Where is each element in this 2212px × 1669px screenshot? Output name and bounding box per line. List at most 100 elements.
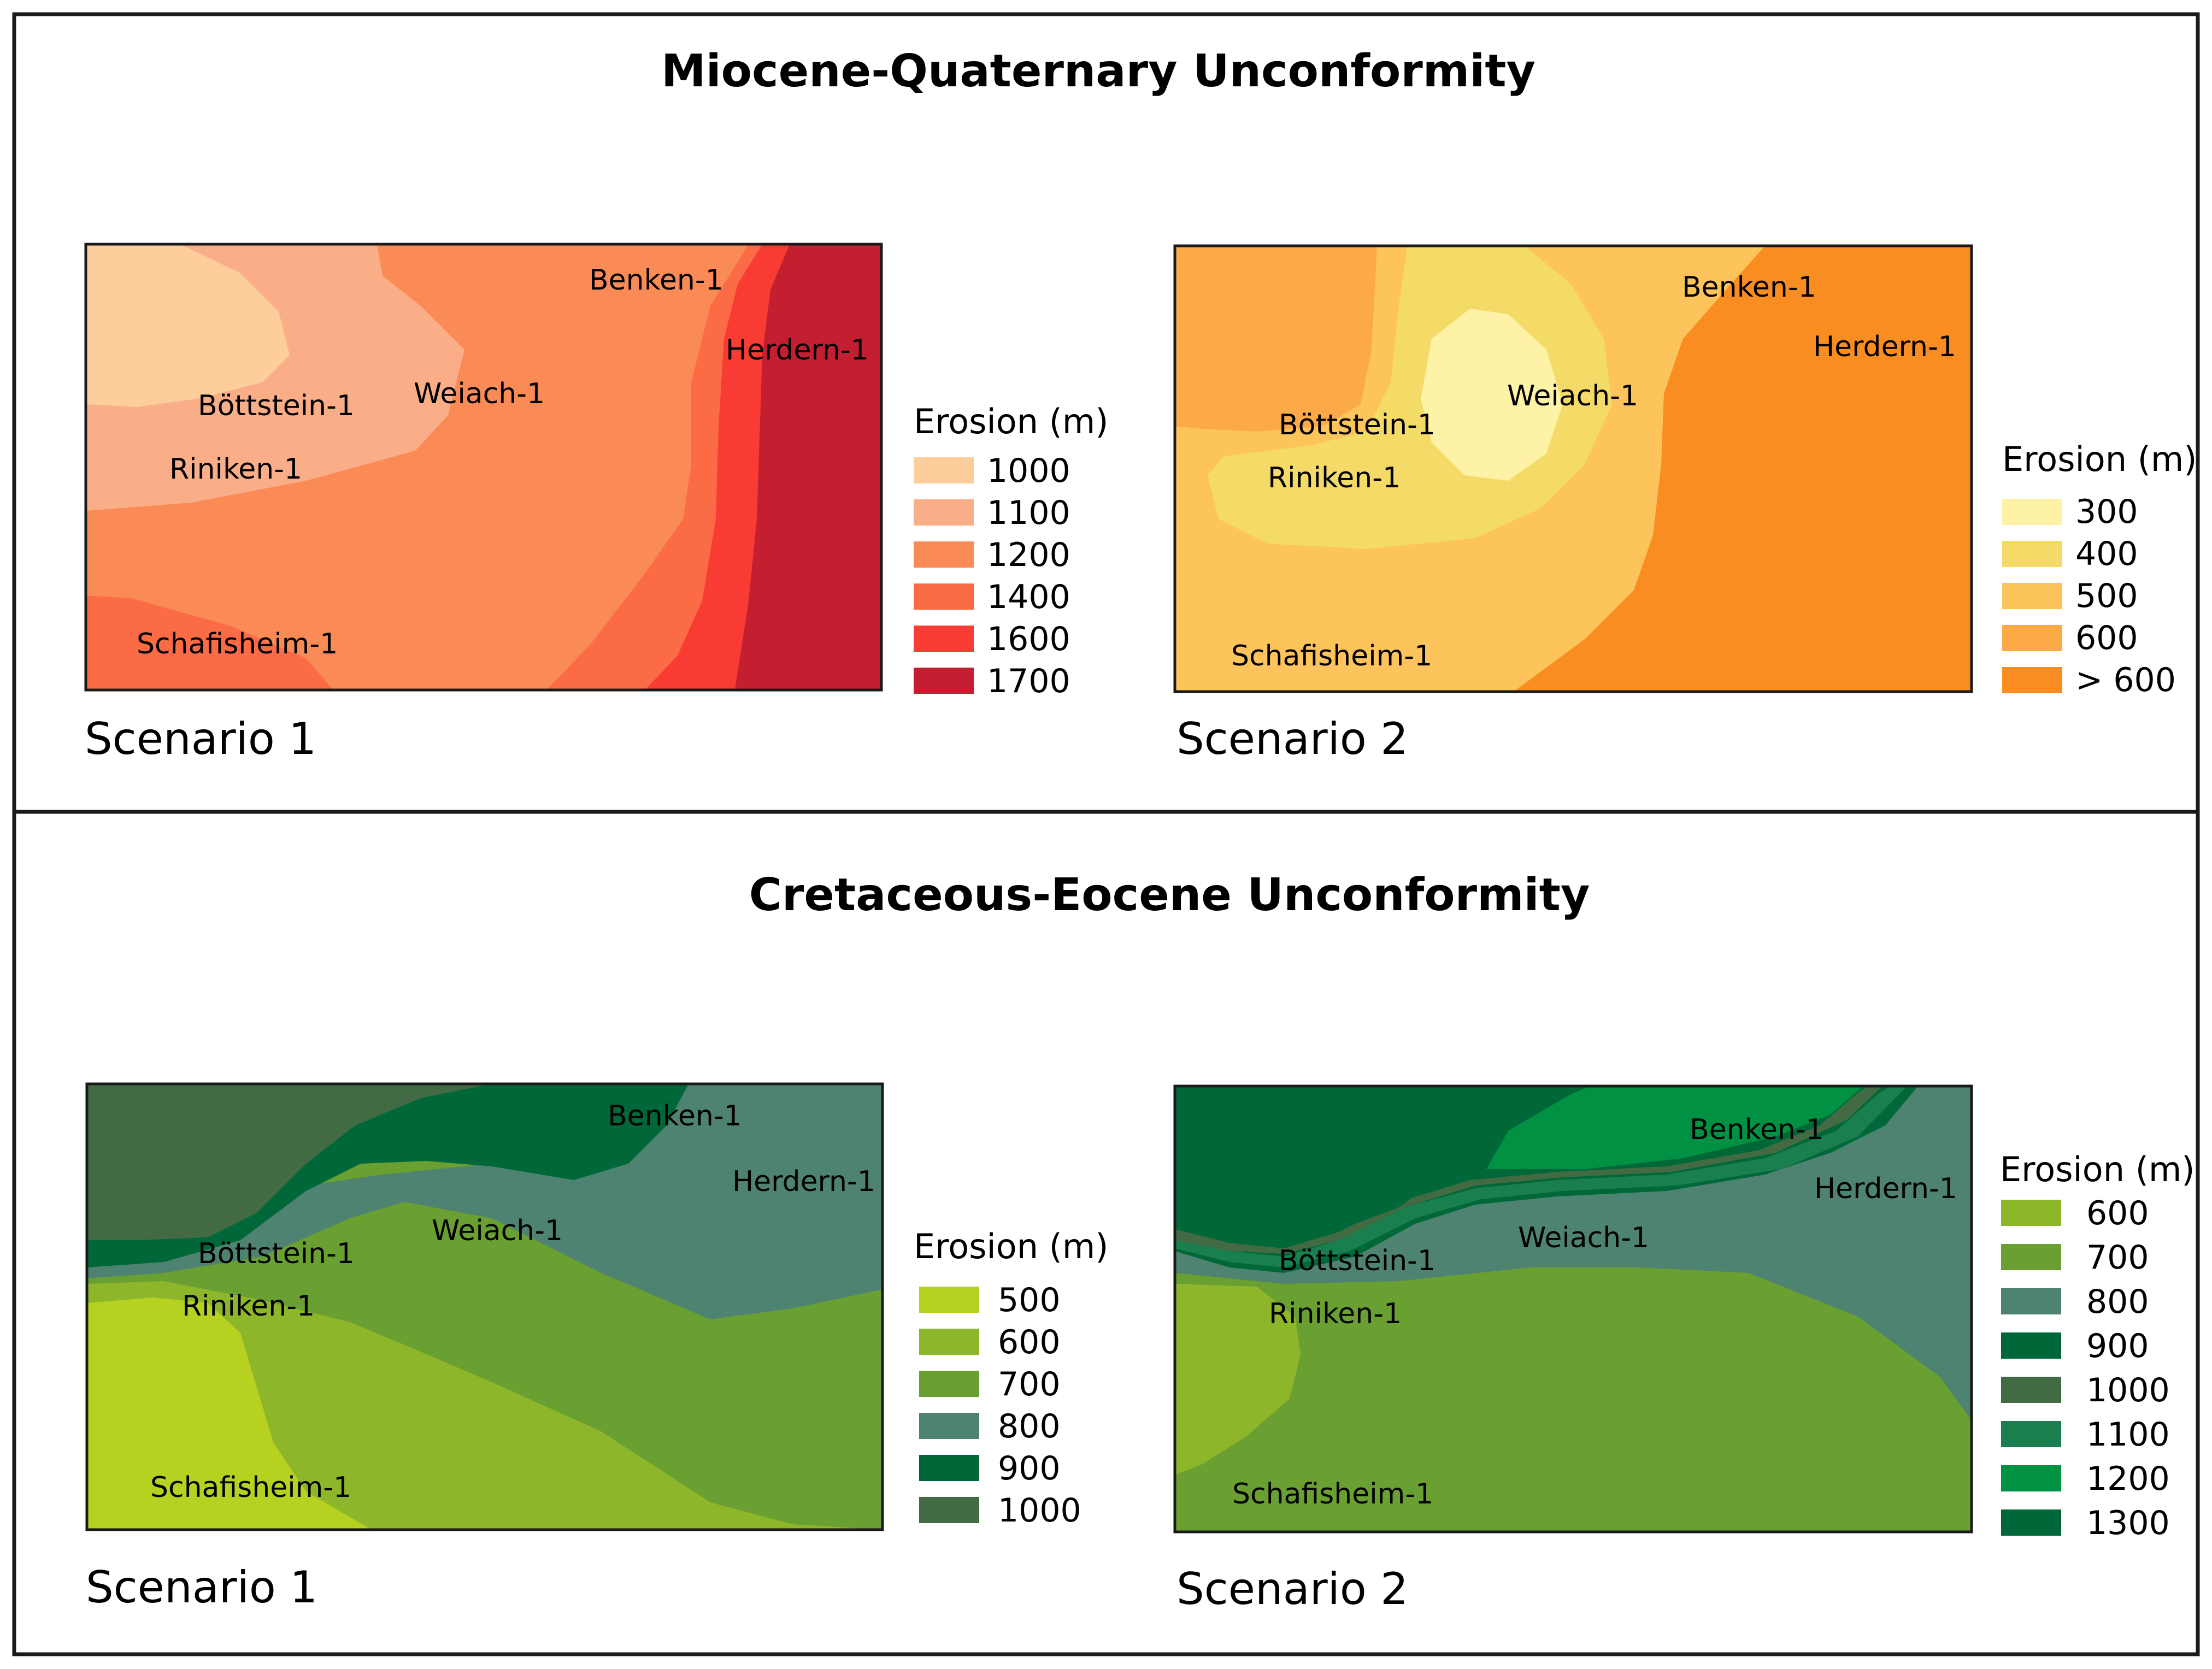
legend-swatch <box>2001 1200 2061 1226</box>
legend-swatch <box>914 583 974 610</box>
well-label-weiach: Weiach-1 <box>414 378 545 410</box>
legend-swatch <box>2002 583 2062 609</box>
erosion-zone-gt600 <box>1514 246 1972 692</box>
well-label-schafisheim: Schafisheim-1 <box>150 1471 351 1504</box>
legend-miocene-scenario-2: Erosion (m) 300 400 500 600 > 600 <box>2002 439 2197 699</box>
legend-title: Erosion (m) <box>2000 1149 2195 1189</box>
legend-swatch <box>2002 499 2062 525</box>
legend-label: 1400 <box>987 578 1070 616</box>
panel-frame-cretaceous <box>12 810 2200 1656</box>
well-label-riniken: Riniken-1 <box>182 1290 315 1323</box>
legend-label: 600 <box>2075 619 2138 657</box>
legend-label: 1000 <box>987 452 1070 490</box>
legend-label: 400 <box>2075 535 2138 573</box>
legend-swatch <box>914 457 974 483</box>
well-label-herdern: Herdern-1 <box>732 1165 875 1198</box>
legend-swatch <box>919 1371 979 1397</box>
legend-swatch <box>2002 625 2062 651</box>
legend-swatch <box>2001 1244 2061 1270</box>
scenario-label: Scenario 1 <box>86 1562 317 1613</box>
legend-title: Erosion (m) <box>2002 439 2197 479</box>
legend-label: 700 <box>2086 1239 2149 1277</box>
well-label-bottstein: Böttstein-1 <box>198 390 355 422</box>
erosion-zone-700 <box>1175 1267 1972 1532</box>
legend-swatch <box>2001 1421 2061 1447</box>
well-label-weiach: Weiach-1 <box>1518 1222 1649 1254</box>
legend-label: 1100 <box>2086 1416 2170 1454</box>
well-label-benken: Benken-1 <box>608 1100 742 1133</box>
legend-swatch <box>2001 1332 2061 1359</box>
legend-swatch <box>914 541 974 568</box>
map-miocene-scenario-1: Benken-1 Herdern-1 Böttstein-1 Weiach-1 … <box>84 243 883 692</box>
map-border <box>1173 244 1973 693</box>
well-label-bottstein: Böttstein-1 <box>1279 409 1436 441</box>
legend-swatch <box>2001 1509 2061 1536</box>
legend-label: 1300 <box>2086 1504 2170 1542</box>
panel-title-miocene: Miocene-Quaternary Unconformity <box>661 45 1536 97</box>
legend-label: 1100 <box>987 494 1070 532</box>
legend-label: 900 <box>998 1449 1061 1488</box>
erosion-zone-1400 <box>86 595 333 690</box>
legend-label: 700 <box>998 1365 1061 1403</box>
legend-swatch <box>2001 1288 2061 1314</box>
legend-label: 600 <box>2086 1194 2149 1232</box>
legend-label: 1600 <box>987 620 1070 658</box>
legend-label: 500 <box>998 1281 1061 1319</box>
legend-swatch <box>2001 1377 2061 1403</box>
well-label-schafisheim: Schafisheim-1 <box>137 628 338 660</box>
legend-label: 1000 <box>2086 1371 2170 1409</box>
map-miocene-scenario-2: Benken-1 Herdern-1 Weiach-1 Böttstein-1 … <box>1173 244 1973 693</box>
well-label-bottstein: Böttstein-1 <box>1279 1245 1436 1277</box>
legend-swatch <box>914 626 974 652</box>
well-label-riniken: Riniken-1 <box>169 453 302 486</box>
legend-swatch <box>2001 1465 2061 1491</box>
legend-swatch <box>2002 541 2062 567</box>
erosion-zone-1000 <box>86 244 290 407</box>
erosion-zone-600 <box>1175 1284 1301 1475</box>
legend-swatch <box>919 1497 979 1523</box>
erosion-zone-300 <box>1421 309 1563 481</box>
well-label-benken: Benken-1 <box>1682 271 1816 304</box>
legend-label: > 600 <box>2075 661 2176 699</box>
well-label-riniken: Riniken-1 <box>1269 1298 1402 1330</box>
legend-cretaceous-scenario-1: Erosion (m) 500 600 700 800 900 1000 <box>914 1226 1108 1530</box>
scenario-label: Scenario 2 <box>1176 713 1408 764</box>
well-label-schafisheim: Schafisheim-1 <box>1232 1478 1433 1511</box>
erosion-zone-1700 <box>735 244 881 690</box>
legend-swatch <box>2002 667 2062 693</box>
legend-label: 800 <box>2086 1283 2149 1321</box>
well-label-herdern: Herdern-1 <box>726 334 869 367</box>
well-label-weiach: Weiach-1 <box>432 1214 563 1247</box>
legend-label: 600 <box>998 1323 1061 1361</box>
scenario-label: Scenario 1 <box>85 713 316 764</box>
well-label-benken: Benken-1 <box>589 264 723 297</box>
legend-label: 1200 <box>2086 1460 2170 1498</box>
map-cretaceous-scenario-2: Benken-1 Herdern-1 Weiach-1 Böttstein-1 … <box>1173 1084 1973 1534</box>
well-label-herdern: Herdern-1 <box>1813 331 1956 363</box>
legend-label: 800 <box>998 1407 1061 1446</box>
map-border <box>1173 1084 1973 1534</box>
legend-swatch <box>919 1287 979 1313</box>
map-border <box>85 1082 884 1531</box>
well-label-riniken: Riniken-1 <box>1268 462 1401 494</box>
legend-cretaceous-scenario-2: Erosion (m) 600 700 800 900 1000 1100 12… <box>2000 1149 2195 1542</box>
legend-label: 1700 <box>987 662 1070 700</box>
legend-swatch <box>919 1413 979 1439</box>
scenario-label: Scenario 2 <box>1176 1564 1408 1614</box>
erosion-zone-800 <box>87 1084 883 1319</box>
well-label-bottstein: Böttstein-1 <box>198 1237 355 1270</box>
legend-label: 500 <box>2075 577 2138 615</box>
well-label-schafisheim: Schafisheim-1 <box>1231 640 1432 673</box>
legend-swatch <box>919 1455 979 1481</box>
legend-title: Erosion (m) <box>914 1226 1108 1266</box>
erosion-zone-1000 <box>87 1084 492 1240</box>
erosion-zone-600 <box>1175 246 1377 432</box>
legend-swatch <box>919 1329 979 1355</box>
map-cretaceous-scenario-1: Benken-1 Herdern-1 Weiach-1 Böttstein-1 … <box>85 1082 884 1531</box>
legend-label: 900 <box>2086 1327 2149 1365</box>
erosion-zone-900 <box>1175 1086 1590 1237</box>
legend-swatch <box>914 668 974 694</box>
legend-swatch <box>914 499 974 526</box>
legend-title: Erosion (m) <box>914 402 1108 441</box>
